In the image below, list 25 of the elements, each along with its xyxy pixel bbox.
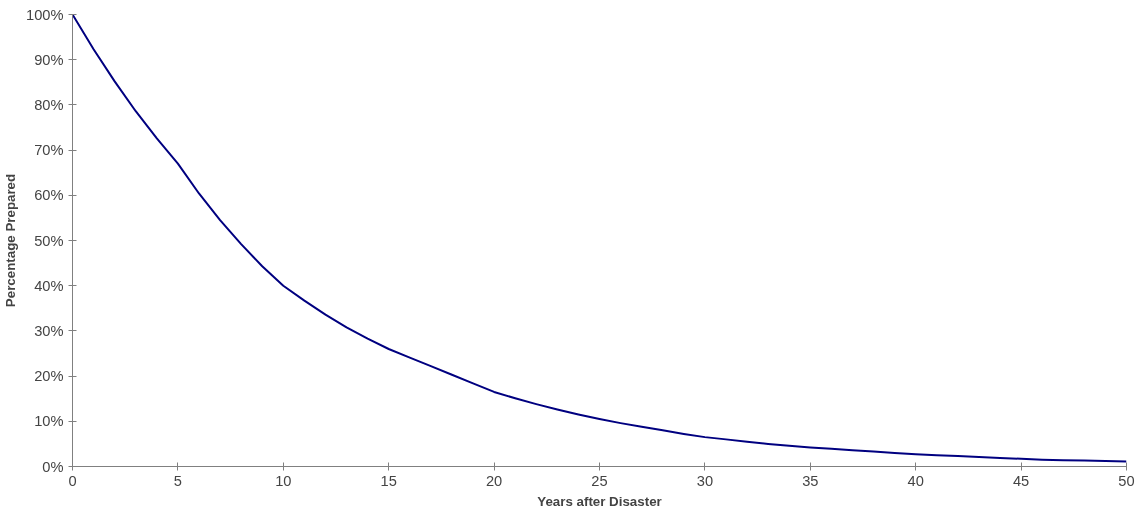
x-tick-label: 25 (591, 472, 608, 489)
y-tick-label: 10% (34, 413, 64, 430)
x-tick-label: 10 (275, 472, 292, 489)
y-tick-label: 90% (34, 51, 64, 68)
y-tick-label: 80% (34, 96, 64, 113)
x-tick-label: 15 (380, 472, 397, 489)
y-tick-label: 70% (34, 142, 64, 159)
x-axis-title: Years after Disaster (537, 493, 662, 509)
x-tick-label: 50 (1118, 472, 1135, 489)
y-axis-title: Percentage Prepared (3, 173, 19, 308)
y-tick-label: 30% (34, 322, 64, 339)
x-tick-label: 5 (173, 472, 182, 489)
x-tick-label: 45 (1012, 472, 1030, 489)
y-tick-label: 40% (34, 277, 64, 294)
y-tick-label: 20% (34, 368, 64, 385)
y-tick-label: 0% (42, 458, 64, 475)
y-tick-label: 60% (34, 187, 64, 204)
y-tick-label: 50% (34, 232, 64, 249)
x-tick-label: 30 (696, 472, 714, 489)
x-tick-label: 35 (802, 472, 819, 489)
x-tick-label: 20 (485, 472, 503, 489)
x-tick-label: 40 (907, 472, 924, 489)
line-series (72, 14, 1127, 463)
x-tick-label: 0 (68, 472, 77, 489)
y-tick-label: 100% (26, 6, 64, 23)
